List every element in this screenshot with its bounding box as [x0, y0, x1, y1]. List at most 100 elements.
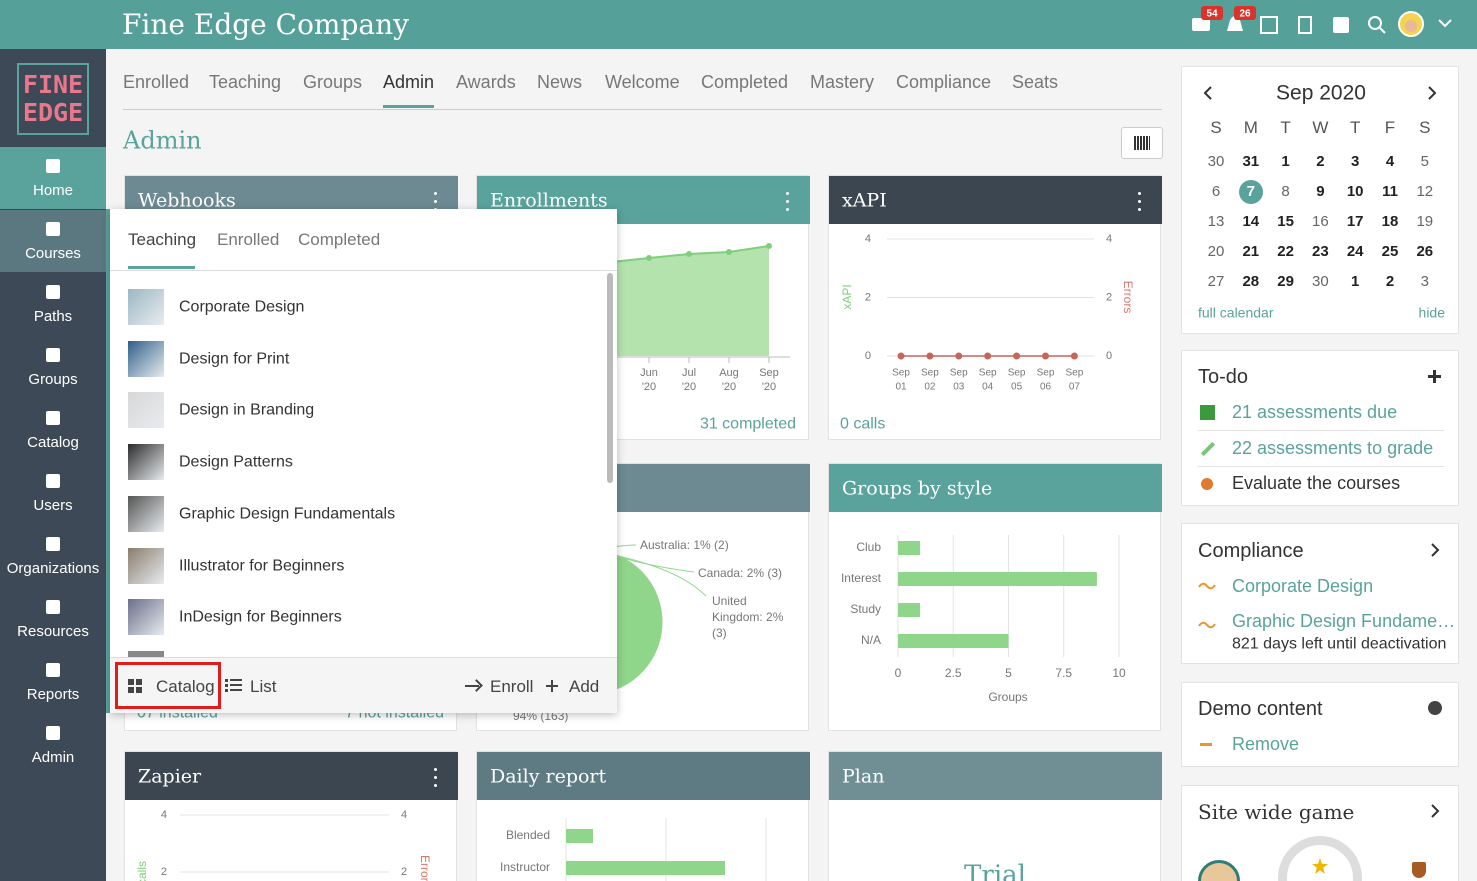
nav-tab[interactable]: Teaching — [209, 72, 282, 93]
course-name[interactable]: Design in Branding — [179, 401, 315, 419]
course-name[interactable]: Design for Print — [179, 350, 290, 368]
calendar-day[interactable]: 3 — [1420, 273, 1429, 290]
calendar-day[interactable]: 3 — [1351, 153, 1360, 170]
nav-tab[interactable]: Admin — [383, 72, 435, 93]
calendar-day[interactable]: 1 — [1351, 273, 1360, 290]
widget-menu-dot[interactable] — [786, 200, 789, 203]
prev-month[interactable] — [1200, 85, 1216, 101]
dropdown-tab[interactable]: Teaching — [128, 229, 197, 249]
sidebar-item[interactable]: Users — [0, 462, 106, 524]
calendar-day[interactable]: 26 — [1416, 243, 1434, 260]
nav-tab[interactable]: News — [537, 72, 583, 93]
widget-footer[interactable]: 31 completed — [699, 415, 796, 433]
calendar-link[interactable]: full calendar — [1198, 304, 1274, 321]
calendar-day[interactable]: 25 — [1381, 243, 1399, 260]
dropdown-tab[interactable]: Completed — [298, 229, 381, 249]
divider — [110, 270, 617, 271]
widget-menu-dot[interactable] — [434, 776, 437, 779]
nav-tab[interactable]: Compliance — [896, 72, 992, 93]
calendar-day[interactable]: 28 — [1242, 273, 1260, 290]
calendar-day[interactable]: 11 — [1382, 183, 1398, 200]
calendar-day[interactable]: 14 — [1242, 213, 1260, 230]
widget-menu-dot[interactable] — [786, 208, 789, 211]
sidebar-item[interactable]: Resources — [0, 588, 106, 650]
calendar-day[interactable]: 21 — [1242, 243, 1260, 260]
nav-tab[interactable]: Enrolled — [123, 72, 190, 93]
barcode-button[interactable] — [1121, 127, 1163, 159]
widget-header — [829, 752, 1162, 800]
calendar-day[interactable]: 17 — [1346, 213, 1364, 230]
course-name[interactable]: Graphic Design Fundamentals — [179, 505, 396, 523]
sidebar-item[interactable]: Admin — [0, 714, 106, 776]
dropdown-action[interactable]: Catalog — [156, 676, 215, 696]
open-compliance[interactable] — [1427, 542, 1443, 558]
sidebar-item[interactable]: Courses — [0, 210, 106, 272]
calendar-day[interactable]: 30 — [1207, 153, 1225, 170]
calendar-day[interactable]: 2 — [1385, 273, 1395, 290]
nav-tab[interactable]: Mastery — [810, 72, 875, 93]
sidebar-item[interactable]: Catalog — [0, 399, 106, 461]
calendar-day[interactable]: 18 — [1381, 213, 1399, 230]
widget-menu-dot[interactable] — [1138, 208, 1141, 211]
calendar-day[interactable]: 15 — [1277, 213, 1294, 230]
calendar-day[interactable]: 30 — [1312, 273, 1329, 290]
calendar-day[interactable]: 19 — [1416, 213, 1434, 230]
widget-menu-dot[interactable] — [434, 192, 437, 195]
calendar-day[interactable]: 10 — [1346, 183, 1364, 200]
nav-tab[interactable]: Welcome — [605, 72, 680, 93]
calendar-day[interactable]: 20 — [1207, 243, 1225, 260]
calendar-day[interactable]: 13 — [1207, 213, 1225, 230]
calendar-day[interactable]: 31 — [1242, 153, 1260, 170]
widget-footer[interactable]: 0 calls — [840, 415, 886, 433]
widget-menu-dot[interactable] — [434, 768, 437, 771]
sidebar-item[interactable]: Paths — [0, 273, 106, 335]
calendar-day[interactable]: 22 — [1277, 243, 1294, 260]
calendar-link[interactable]: hide — [1418, 304, 1445, 321]
demo-action[interactable]: Remove — [1232, 734, 1300, 755]
sidebar-item[interactable]: Groups — [0, 336, 106, 398]
todo-item[interactable]: 22 assessments to grade — [1232, 437, 1434, 458]
calendar-day[interactable]: 27 — [1207, 273, 1225, 290]
dropdown-action[interactable]: List — [250, 676, 277, 696]
compliance-item[interactable]: Graphic Design Fundame… — [1232, 611, 1456, 632]
grid-icon — [136, 687, 142, 693]
calendar-day[interactable]: 6 — [1211, 183, 1221, 200]
calendar-day[interactable]: 1 — [1281, 153, 1290, 170]
course-name[interactable]: Illustrator for Beginners — [179, 556, 345, 574]
course-name[interactable]: InDesign for Beginners — [179, 608, 342, 626]
widget-menu-dot[interactable] — [1138, 192, 1141, 195]
calendar-day[interactable]: 9 — [1316, 183, 1325, 200]
nav-tab[interactable]: Completed — [701, 72, 789, 93]
nav-tab[interactable]: Seats — [1012, 72, 1059, 93]
nav-tab[interactable]: Groups — [303, 72, 363, 93]
calendar-day[interactable]: 8 — [1281, 183, 1290, 200]
sidebar-item[interactable]: Home — [0, 147, 106, 209]
calendar-day[interactable]: 24 — [1346, 243, 1364, 260]
next-month[interactable] — [1424, 85, 1440, 101]
open-game[interactable] — [1427, 803, 1443, 819]
calendar-day[interactable]: 4 — [1385, 153, 1395, 170]
calendar-day[interactable]: 23 — [1312, 243, 1329, 260]
dropdown-tab[interactable]: Enrolled — [217, 229, 280, 249]
calendar-day[interactable]: 5 — [1420, 153, 1429, 170]
calendar-day[interactable]: 29 — [1277, 273, 1294, 290]
widget-menu-dot[interactable] — [786, 192, 789, 195]
calendar-day[interactable]: 12 — [1416, 183, 1434, 200]
widget-menu-dot[interactable] — [1138, 200, 1141, 203]
compliance-item[interactable]: Corporate Design — [1232, 576, 1374, 597]
todo-item[interactable]: 21 assessments due — [1232, 402, 1398, 423]
nav-tab[interactable]: Awards — [456, 72, 516, 93]
info-icon — [1428, 701, 1442, 715]
dropdown-action[interactable]: Enroll — [490, 676, 534, 696]
calendar-day[interactable]: 16 — [1312, 213, 1329, 230]
calendar-day[interactable]: 7 — [1246, 183, 1255, 200]
calendar-day[interactable]: 2 — [1316, 153, 1325, 170]
course-name[interactable]: Design Patterns — [179, 453, 293, 471]
widget-menu-dot[interactable] — [434, 200, 437, 203]
dropdown-action[interactable]: Add — [569, 676, 600, 696]
sidebar-label: Organizations — [6, 560, 100, 577]
course-name[interactable]: Corporate Design — [179, 298, 305, 316]
sidebar-item[interactable]: Reports — [0, 651, 106, 713]
widget-menu-dot[interactable] — [434, 784, 437, 787]
sidebar-item[interactable]: Organizations — [0, 525, 106, 587]
